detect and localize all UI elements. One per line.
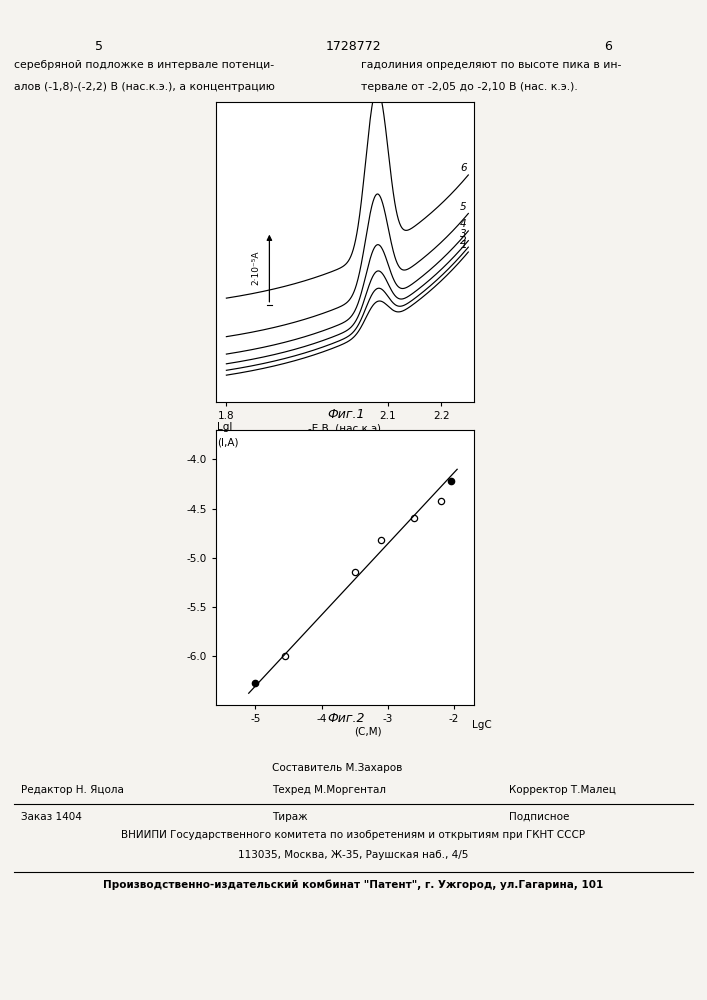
Text: 4: 4 [460, 219, 467, 229]
Text: 1728772: 1728772 [326, 40, 381, 53]
Text: 5: 5 [460, 202, 467, 212]
Text: 6: 6 [460, 163, 467, 173]
Text: Составитель М.Захаров: Составитель М.Захаров [272, 763, 402, 773]
Text: серебряной подложке в интервале потенци-: серебряной подложке в интервале потенци- [14, 60, 274, 70]
Text: LgI: LgI [217, 422, 233, 432]
Text: 113035, Москва, Ж-35, Раушская наб., 4/5: 113035, Москва, Ж-35, Раушская наб., 4/5 [238, 850, 469, 860]
Text: Фиг.1: Фиг.1 [327, 408, 366, 421]
Text: 6: 6 [604, 40, 612, 53]
Text: Редактор Н. Яцола: Редактор Н. Яцола [21, 785, 124, 795]
Text: (I,А): (I,А) [217, 438, 238, 448]
Text: Подписное: Подписное [509, 812, 569, 822]
Text: 1: 1 [460, 240, 467, 250]
Text: гадолиния определяют по высоте пика в ин-: гадолиния определяют по высоте пика в ин… [361, 60, 621, 70]
Text: 3: 3 [460, 229, 467, 239]
Text: 2·10⁻⁵А: 2·10⁻⁵А [252, 251, 260, 285]
Text: Заказ 1404: Заказ 1404 [21, 812, 82, 822]
Text: Производственно-издательский комбинат "Патент", г. Ужгород, ул.Гагарина, 101: Производственно-издательский комбинат "П… [103, 880, 604, 890]
Text: тервале от -2,05 до -2,10 В (нас. к.э.).: тервале от -2,05 до -2,10 В (нас. к.э.). [361, 82, 578, 92]
Text: Фиг.2: Фиг.2 [327, 712, 366, 725]
Text: 5: 5 [95, 40, 103, 53]
Text: алов (-1,8)-(-2,2) В (нас.к.э.), а концентрацию: алов (-1,8)-(-2,2) В (нас.к.э.), а конце… [14, 82, 275, 92]
Text: Корректор Т.Малец: Корректор Т.Малец [509, 785, 616, 795]
X-axis label: -E,B  (нас к.э): -E,B (нас к.э) [308, 424, 381, 434]
Text: 2: 2 [460, 236, 467, 246]
Text: Техред М.Моргентал: Техред М.Моргентал [272, 785, 386, 795]
Text: ВНИИПИ Государственного комитета по изобретениям и открытиям при ГКНТ СССР: ВНИИПИ Государственного комитета по изоб… [122, 830, 585, 840]
Text: (C,M): (C,M) [354, 727, 382, 737]
Text: Тираж: Тираж [272, 812, 308, 822]
Text: LgC: LgC [472, 720, 492, 730]
